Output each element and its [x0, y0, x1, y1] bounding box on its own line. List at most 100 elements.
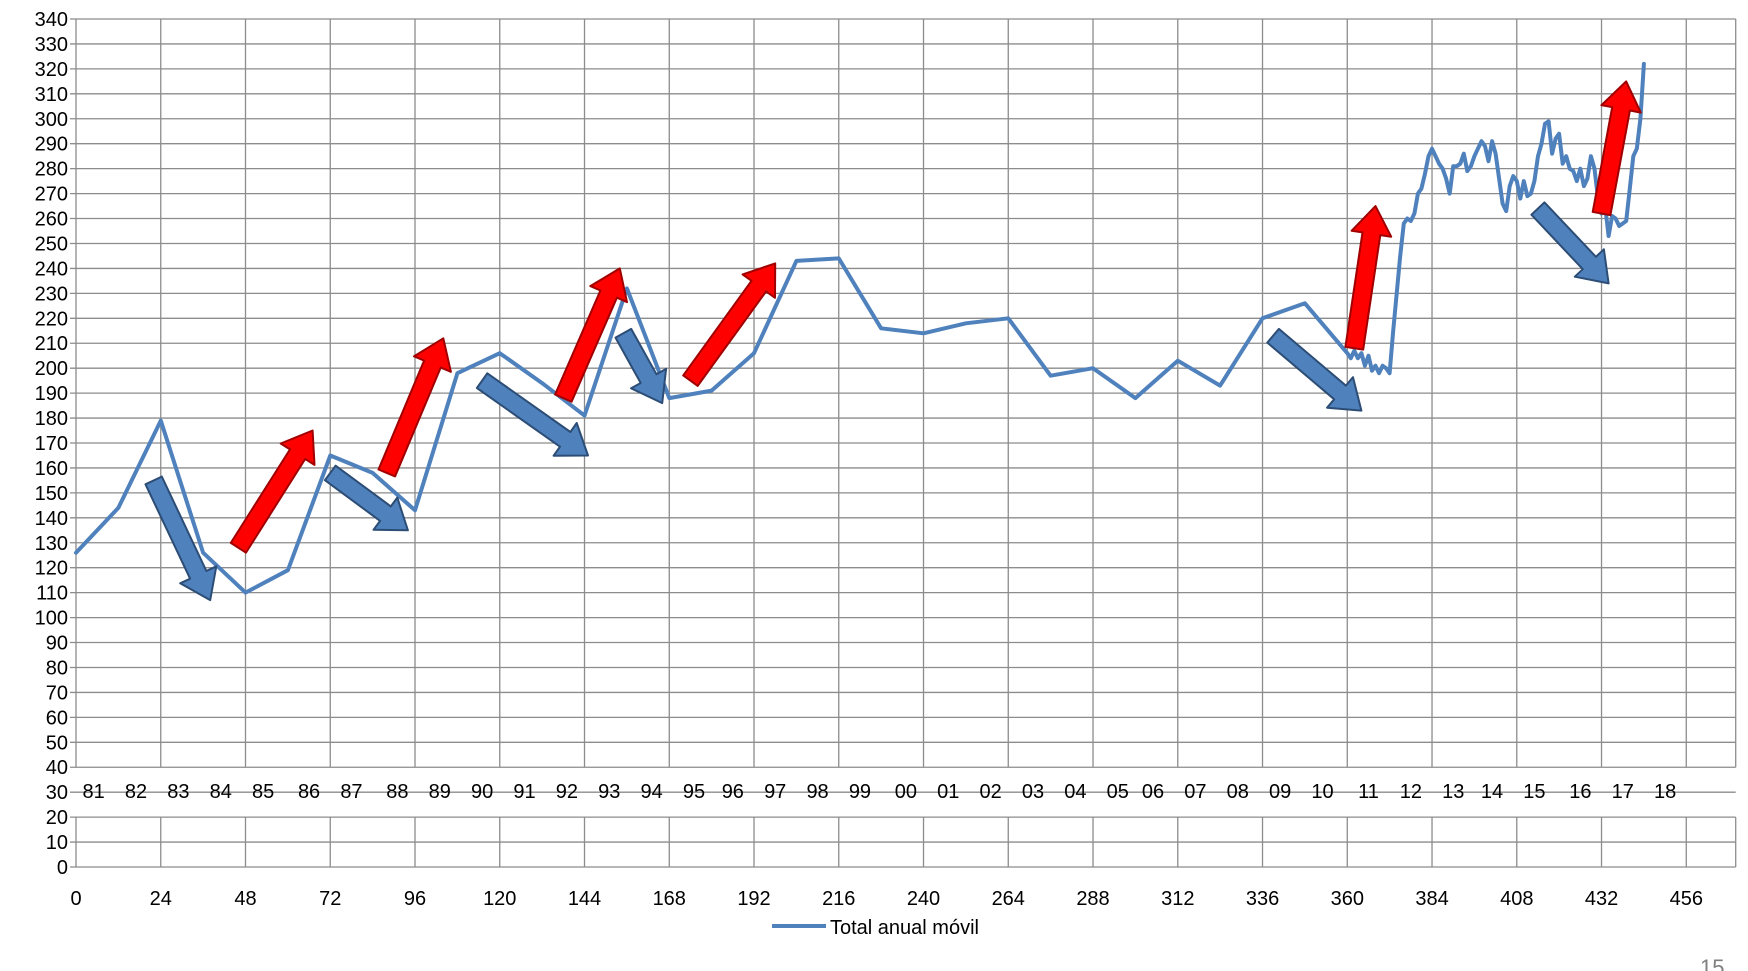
y-tick-label: 140 — [35, 508, 68, 530]
y-tick-label: 10 — [46, 832, 68, 854]
year-label: 14 — [1481, 781, 1503, 803]
y-tick-label: 300 — [35, 109, 68, 131]
y-tick-label: 100 — [35, 608, 68, 630]
y-tick-label: 160 — [35, 458, 68, 480]
y-tick-label: 0 — [57, 857, 68, 879]
x-tick-label: 72 — [319, 888, 341, 910]
year-label: 87 — [340, 781, 362, 803]
y-tick-label: 330 — [35, 34, 68, 56]
arrow-up-icon — [682, 262, 777, 387]
arrow-down-icon — [1266, 327, 1363, 412]
arrow-down-icon — [144, 475, 218, 602]
year-label: 81 — [83, 781, 105, 803]
y-tick-label: 60 — [46, 707, 68, 729]
year-label: 98 — [806, 781, 828, 803]
x-tick-label: 264 — [992, 888, 1025, 910]
year-label: 89 — [429, 781, 451, 803]
y-tick-label: 70 — [46, 682, 68, 704]
year-label: 85 — [252, 781, 274, 803]
y-tick-label: 150 — [35, 483, 68, 505]
year-label: 84 — [210, 781, 232, 803]
y-tick-label: 180 — [35, 408, 68, 430]
y-tick-label: 170 — [35, 433, 68, 455]
y-tick-label: 310 — [35, 84, 68, 106]
x-tick-label: 96 — [404, 888, 426, 910]
y-tick-label: 120 — [35, 558, 68, 580]
x-tick-label: 336 — [1246, 888, 1279, 910]
year-label: 09 — [1269, 781, 1291, 803]
x-tick-label: 432 — [1585, 888, 1618, 910]
year-label: 83 — [167, 781, 189, 803]
legend-label: Total anual móvil — [830, 917, 979, 939]
x-tick-label: 384 — [1415, 888, 1448, 910]
year-label: 82 — [125, 781, 147, 803]
x-tick-label: 120 — [483, 888, 516, 910]
year-label: 99 — [849, 781, 871, 803]
x-tick-label: 48 — [234, 888, 256, 910]
year-label: 05 — [1107, 781, 1129, 803]
year-label: 00 — [895, 781, 917, 803]
year-label: 93 — [598, 781, 620, 803]
x-tick-label: 168 — [653, 888, 686, 910]
arrow-up-icon — [1344, 205, 1393, 351]
y-tick-label: 110 — [36, 583, 68, 605]
y-tick-label: 290 — [35, 134, 68, 156]
arrow-down-icon — [323, 464, 409, 532]
series-line — [74, 61, 1646, 595]
y-tick-label: 130 — [35, 533, 68, 555]
year-label: 90 — [471, 781, 493, 803]
arrow-down-icon — [1530, 201, 1610, 285]
x-tick-label: 288 — [1076, 888, 1109, 910]
y-tick-label: 50 — [46, 732, 68, 754]
arrow-up-icon — [229, 429, 316, 554]
arrow-up-icon — [377, 337, 452, 478]
year-label: 94 — [640, 781, 662, 803]
y-tick-label: 200 — [35, 358, 68, 380]
x-tick-label: 144 — [568, 888, 601, 910]
x-tick-label: 240 — [907, 888, 940, 910]
legend: Total anual móvil — [772, 917, 979, 939]
y-tick-label: 340 — [35, 9, 68, 31]
y-tick-label: 40 — [46, 757, 68, 779]
y-tick-label: 260 — [35, 209, 68, 231]
y-tick-label: 30 — [46, 782, 68, 804]
year-label: 96 — [722, 781, 744, 803]
y-tick-label: 270 — [35, 184, 68, 206]
year-labels: 81 82 83 84 85 86 87 88 89 90 91 92 93 94 95 96 97 98 99 00… — [83, 781, 1677, 803]
year-label: 01 — [937, 781, 959, 803]
x-tick-label: 456 — [1670, 888, 1703, 910]
y-tick-label: 190 — [35, 383, 68, 405]
arrow-up-icon — [554, 267, 628, 403]
year-label: 97 — [764, 781, 786, 803]
arrow-down-icon — [475, 372, 589, 457]
arrow-up-icon — [1591, 80, 1642, 217]
arrow-down-icon — [614, 327, 668, 405]
x-tick-label: 24 — [150, 888, 172, 910]
series-layer — [74, 61, 1646, 595]
x-tick-label: 0 — [70, 888, 81, 910]
x-tick-label: 192 — [737, 888, 770, 910]
y-tick-label: 240 — [35, 258, 68, 280]
y-tick-label: 250 — [35, 233, 68, 255]
year-label: 08 — [1227, 781, 1249, 803]
year-label: 17 — [1612, 781, 1634, 803]
trend-arrows — [144, 80, 1642, 602]
x-tick-label: 312 — [1161, 888, 1194, 910]
year-label: 06 — [1142, 781, 1164, 803]
y-tick-label: 220 — [35, 308, 68, 330]
year-label: 88 — [386, 781, 408, 803]
x-tick-label: 216 — [822, 888, 855, 910]
year-label: 16 — [1569, 781, 1591, 803]
year-label: 95 — [683, 781, 705, 803]
year-label: 10 — [1311, 781, 1333, 803]
year-label: 02 — [979, 781, 1001, 803]
year-label: 12 — [1400, 781, 1422, 803]
year-label: 03 — [1022, 781, 1044, 803]
y-tick-label: 230 — [35, 283, 68, 305]
year-label: 91 — [513, 781, 535, 803]
y-tick-label: 320 — [35, 59, 68, 81]
x-tick-label: 408 — [1500, 888, 1533, 910]
y-tick-label: 20 — [46, 807, 68, 829]
